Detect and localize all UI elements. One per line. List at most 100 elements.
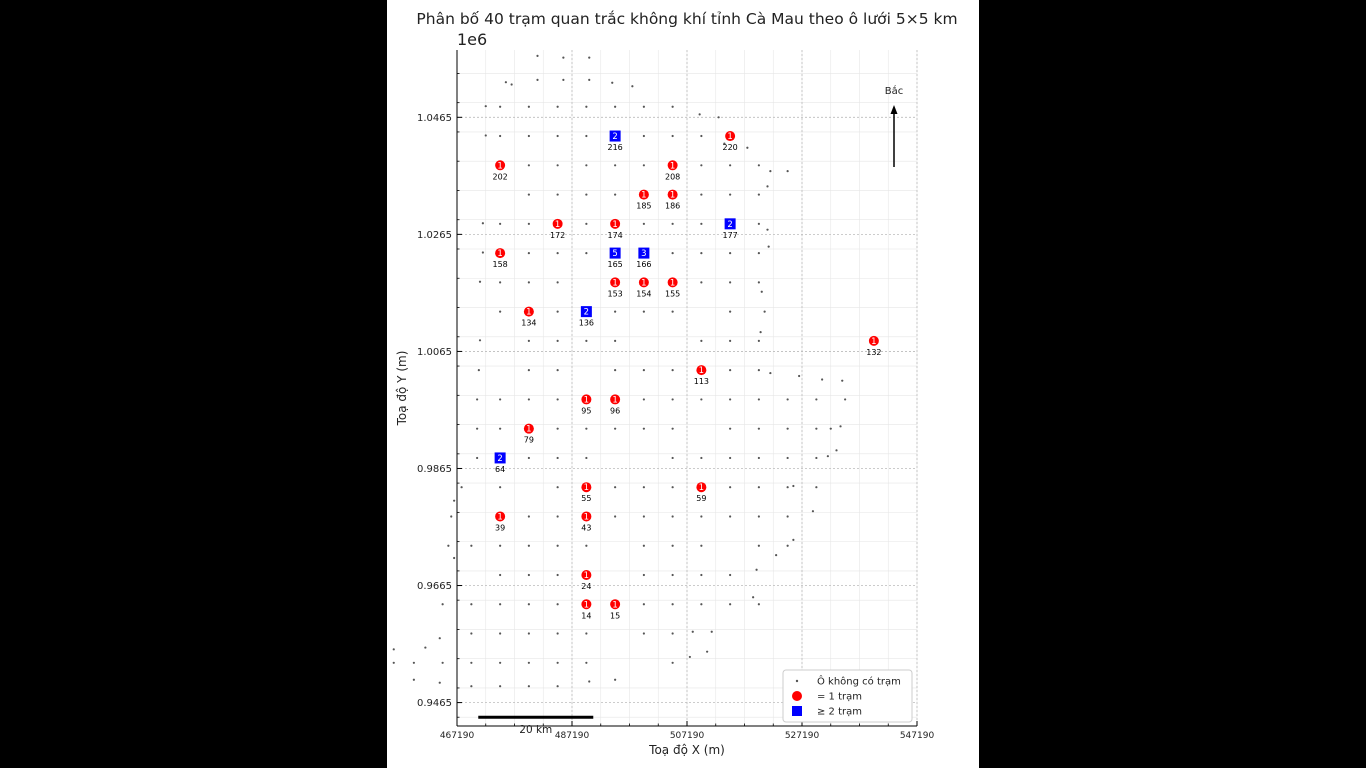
empty-cell-dot [767,245,770,248]
empty-cell-dot [760,290,763,293]
empty-cell-dot [588,78,591,81]
empty-cell-dot [556,339,559,342]
empty-cell-dot [671,369,674,372]
empty-cell-dot [671,134,674,138]
empty-cell-dot [460,486,463,489]
empty-cell-dot [671,486,674,489]
empty-cell-dot [642,544,645,547]
station-count: 1 [727,132,732,142]
station-circle [696,482,707,493]
empty-cell-dot [729,281,732,284]
empty-cell-dot [499,486,502,489]
empty-cell-dot [729,427,732,430]
empty-cell-dot [729,251,732,255]
empty-cell-dot [527,603,530,606]
empty-cell-dot [476,427,479,430]
empty-cell-dot [766,228,769,231]
station-label: 24 [581,582,591,591]
empty-cell-dot [476,398,479,401]
empty-cell-dot [769,170,772,173]
empty-cell-dot [499,222,502,225]
empty-cell-dot [729,515,732,518]
empty-cell-dot [729,603,732,606]
y-tick-label: 0.9865 [417,464,452,475]
station-circle [610,394,621,405]
station-label: 64 [495,465,505,474]
scatter-chart: Phân bố 40 trạm quan trắc không khí tỉnh… [392,10,958,757]
empty-cell-dot [729,573,732,577]
x-tick-label: 467190 [440,731,475,741]
empty-cell-dot [556,251,559,255]
empty-cell-dot [585,632,588,635]
empty-cell-dot [527,193,530,196]
station-circle [667,189,678,200]
empty-cell-dot [477,369,480,372]
empty-cell-dot [527,632,530,635]
station-label: 172 [550,231,565,240]
empty-cell-dot [642,310,645,313]
empty-cell-dot [642,486,645,489]
x-tick-label: 527190 [785,731,820,741]
figure: Phân bố 40 trạm quan trắc không khí tỉnh… [387,0,979,768]
station-label: 79 [524,436,534,445]
empty-cell-dot [481,251,484,254]
station-count: 1 [670,161,675,171]
station-square [494,452,506,464]
empty-cell-dot [453,556,456,560]
empty-cell-dot [729,398,732,401]
station-label: 15 [610,611,620,620]
station-count: 1 [612,278,617,288]
empty-cell-dot [786,427,789,430]
north-arrow: Bắc [885,84,903,167]
station-square [609,130,621,142]
empty-cell-dot [438,681,441,684]
empty-cell-dot [631,85,634,88]
empty-cell-dot [710,630,713,633]
empty-cell-dot [700,281,703,284]
empty-cell-dot [841,379,844,382]
station-label: 202 [492,172,507,181]
empty-cell-dot [688,655,691,659]
empty-cell-dot [671,251,674,255]
station-label: 165 [607,260,622,269]
empty-cell-dot [757,164,760,167]
empty-cell-dot [642,573,645,577]
empty-cell-dot [556,105,559,108]
empty-cell-dot [392,648,395,651]
empty-cell-dot [757,486,760,489]
empty-cell-dot [700,544,703,547]
empty-cell-dot [700,134,703,138]
station-count: 2 [497,454,502,464]
empty-cell-dot [556,281,559,284]
north-arrow-head [890,105,898,114]
empty-cell-dot [757,456,760,460]
station-count: 1 [584,512,589,522]
empty-cell-dot [470,661,473,664]
empty-cell-dot [585,339,588,342]
station-square [638,247,650,259]
station-count: 1 [497,249,502,259]
empty-cell-dot [700,222,703,225]
station-label: 43 [581,523,591,532]
station-count: 1 [612,220,617,230]
empty-cell-dot [700,193,703,196]
empty-cell-dot [556,193,559,196]
empty-cell-dot [786,544,789,547]
station-count: 3 [641,249,646,259]
empty-cell-dot [759,331,762,334]
empty-cell-dot [585,661,588,664]
empty-cell-dot [556,134,559,138]
empty-cell-dot [642,164,645,167]
legend-marker-multi [792,706,802,716]
station-circle [667,277,678,288]
empty-cell-dot [556,369,559,372]
x-axis-label: Toạ độ X (m) [648,743,725,757]
empty-cell-dot [671,310,674,313]
empty-cell-dot [757,251,760,255]
empty-cell-dot [671,632,674,635]
empty-cell-dot [481,222,484,225]
station-count: 1 [584,600,589,610]
station-circle [495,511,506,522]
empty-cell-dot [556,398,559,401]
scale-bar-label: 20 km [519,724,552,736]
